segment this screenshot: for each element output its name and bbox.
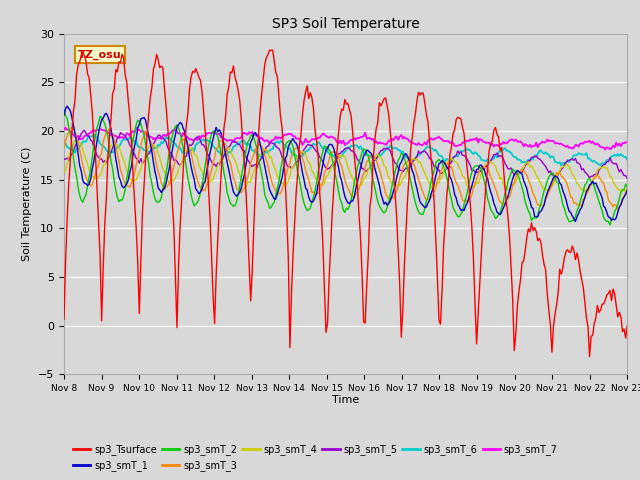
X-axis label: Time: Time <box>332 395 359 405</box>
Title: SP3 Soil Temperature: SP3 Soil Temperature <box>272 17 419 31</box>
Y-axis label: Soil Temperature (C): Soil Temperature (C) <box>22 147 33 261</box>
Legend: sp3_Tsurface, sp3_smT_1, sp3_smT_2, sp3_smT_3, sp3_smT_4, sp3_smT_5, sp3_smT_6, : sp3_Tsurface, sp3_smT_1, sp3_smT_2, sp3_… <box>69 441 562 475</box>
Text: TZ_osu: TZ_osu <box>78 49 122 60</box>
